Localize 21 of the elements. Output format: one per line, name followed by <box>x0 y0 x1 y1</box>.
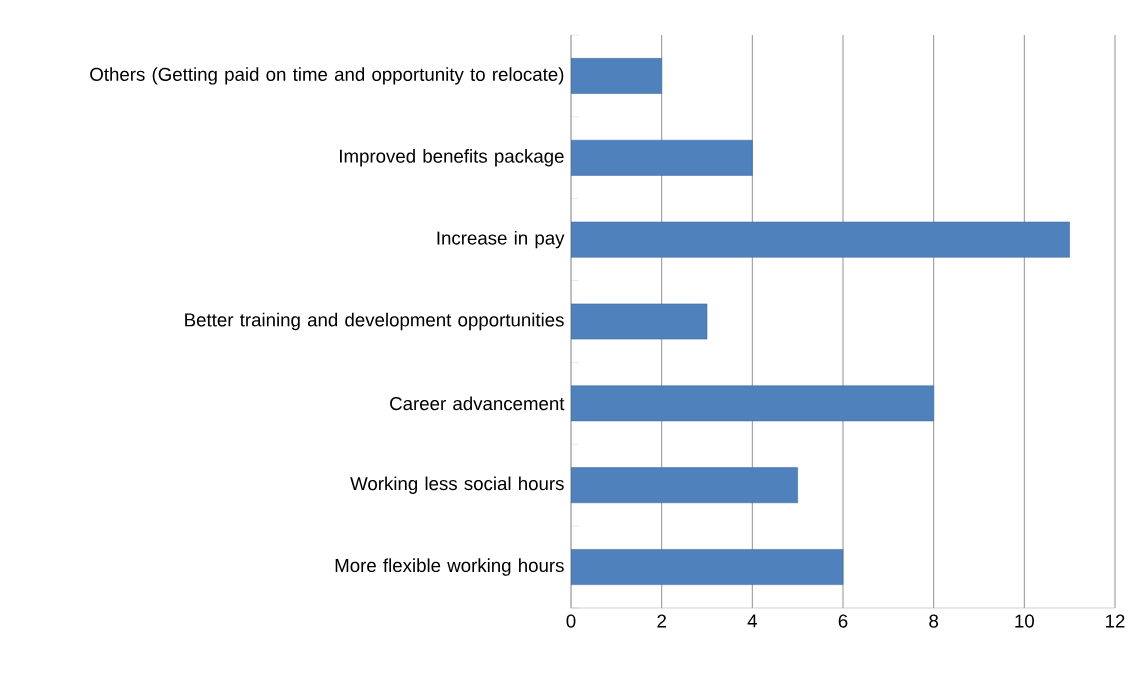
bar <box>571 549 844 585</box>
x-tick-label: 0 <box>566 614 576 628</box>
bar <box>571 303 708 340</box>
y-tick-label: Improved benefits package <box>340 149 564 167</box>
bar <box>571 58 662 94</box>
x-tick-label: 12 <box>1106 614 1125 628</box>
y-tick-label: Better training and development opportunities <box>185 312 564 331</box>
y-tick-label: Increase in pay <box>437 230 565 249</box>
x-tick-label: 8 <box>929 614 939 628</box>
x-tick-label: 4 <box>747 614 757 628</box>
bar <box>571 467 798 504</box>
bar <box>571 139 753 176</box>
bar <box>571 221 1070 258</box>
x-tick-label: 6 <box>838 614 848 628</box>
y-tick-label: Others (Getting paid on time and opportunity to relocate) <box>90 67 564 85</box>
x-tick-label: 2 <box>657 614 666 628</box>
y-tick-label: Working less social hours <box>350 476 564 494</box>
bar <box>571 385 934 422</box>
y-tick-label: More flexible working hours <box>335 558 564 576</box>
y-tick-label: Career advancement <box>390 396 565 411</box>
x-tick-label: 10 <box>1015 614 1034 628</box>
